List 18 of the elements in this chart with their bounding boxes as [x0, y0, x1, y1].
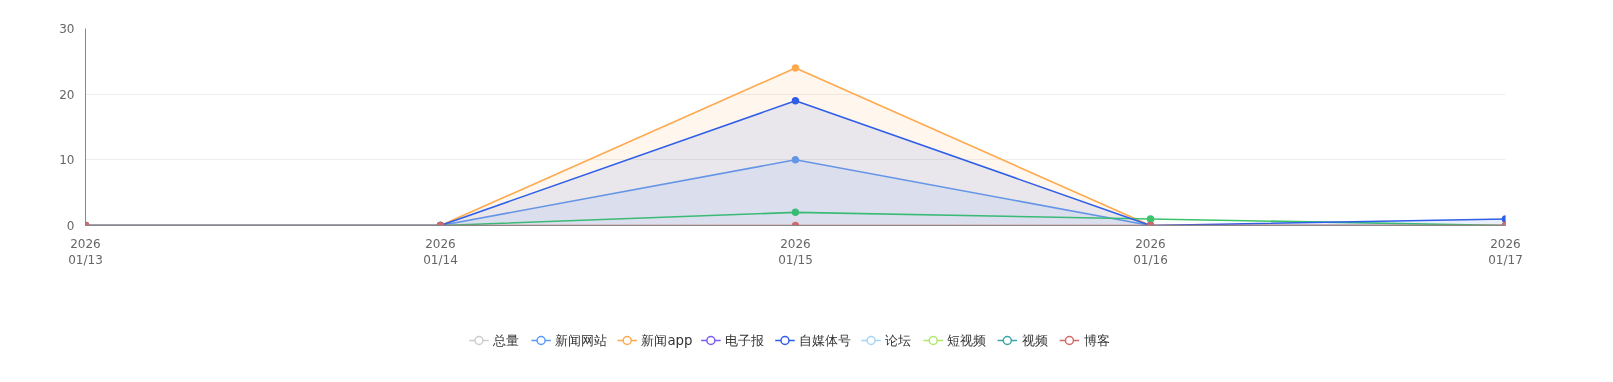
x-tick-label: 2026 01/17 — [1488, 236, 1523, 268]
y-tick-label: 0 — [66, 219, 75, 233]
legend-label: 电子报 — [725, 333, 765, 348]
legend-label: 短视频 — [947, 333, 987, 348]
legend-label: 总量 — [492, 333, 520, 348]
y-tick-label: 20 — [59, 87, 75, 102]
x-tick-label: 2026 01/16 — [1133, 236, 1168, 268]
x-tick-label: 2026 01/14 — [423, 236, 458, 268]
legend-label: 论坛 — [885, 333, 912, 348]
y-tick-label: 30 — [59, 22, 75, 36]
legend-label: 自媒体号 — [799, 333, 852, 348]
legend-label: 新闻app — [641, 333, 693, 348]
legend-label: 博客 — [1083, 333, 1110, 348]
x-tick-label: 2026 01/13 — [68, 236, 103, 268]
legend-label: 新闻网站 — [555, 333, 608, 348]
x-tick-label: 2026 01/15 — [778, 236, 813, 268]
legend-label: 视频 — [1021, 333, 1048, 348]
y-tick-label: 10 — [59, 153, 75, 168]
